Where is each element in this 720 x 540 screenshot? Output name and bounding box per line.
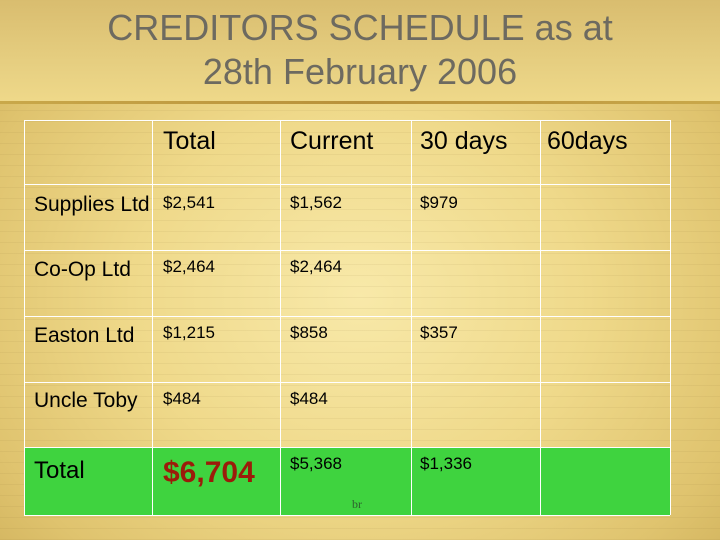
row-30days-easton: $357: [420, 323, 458, 342]
grand-total-value: $6,704: [163, 456, 255, 489]
header-30-days: 30 days: [420, 127, 508, 155]
title-line-2: 28th February 2006: [202, 51, 518, 92]
grid-hline: [24, 382, 670, 383]
grid-hline: [24, 120, 670, 121]
title-line-1: CREDITORS SCHEDULE as at: [107, 7, 613, 48]
grid-hline: [24, 250, 670, 251]
row-current-supplies: $1,562: [290, 193, 342, 212]
row-total-uncle-toby: $484: [163, 389, 201, 408]
grid-vline: [280, 120, 281, 515]
row-30days-supplies: $979: [420, 193, 458, 212]
total-row-label: Total: [34, 457, 85, 484]
row-label-supplies: Supplies Ltd: [34, 193, 150, 216]
grid-hline: [24, 447, 670, 448]
grid-vline: [24, 120, 25, 515]
small-note-text: br: [352, 497, 362, 511]
page-title: CREDITORS SCHEDULE as at 28th February 2…: [0, 6, 720, 94]
header-60-days: 60days: [547, 127, 628, 155]
row-total-supplies: $2,541: [163, 193, 215, 212]
total-row-highlight: [24, 447, 670, 515]
grid-vline: [540, 120, 541, 515]
grid-hline: [24, 515, 670, 516]
row-current-easton: $858: [290, 323, 328, 342]
row-total-easton: $1,215: [163, 323, 215, 342]
grid-hline: [24, 184, 670, 185]
row-current-uncle-toby: $484: [290, 389, 328, 408]
total-30days-value: $1,336: [420, 454, 472, 473]
grid-vline: [152, 120, 153, 515]
row-label-uncle-toby: Uncle Toby: [34, 389, 138, 412]
title-band: [0, 0, 720, 104]
row-label-easton: Easton Ltd: [34, 324, 135, 347]
header-current: Current: [290, 127, 374, 155]
row-label-coop: Co-Op Ltd: [34, 258, 131, 281]
row-current-coop: $2,464: [290, 257, 342, 276]
row-total-coop: $2,464: [163, 257, 215, 276]
grid-vline: [670, 120, 671, 515]
grid-vline: [411, 120, 412, 515]
total-current-value: $5,368: [290, 454, 342, 473]
grid-hline: [24, 316, 670, 317]
header-total: Total: [163, 127, 216, 155]
